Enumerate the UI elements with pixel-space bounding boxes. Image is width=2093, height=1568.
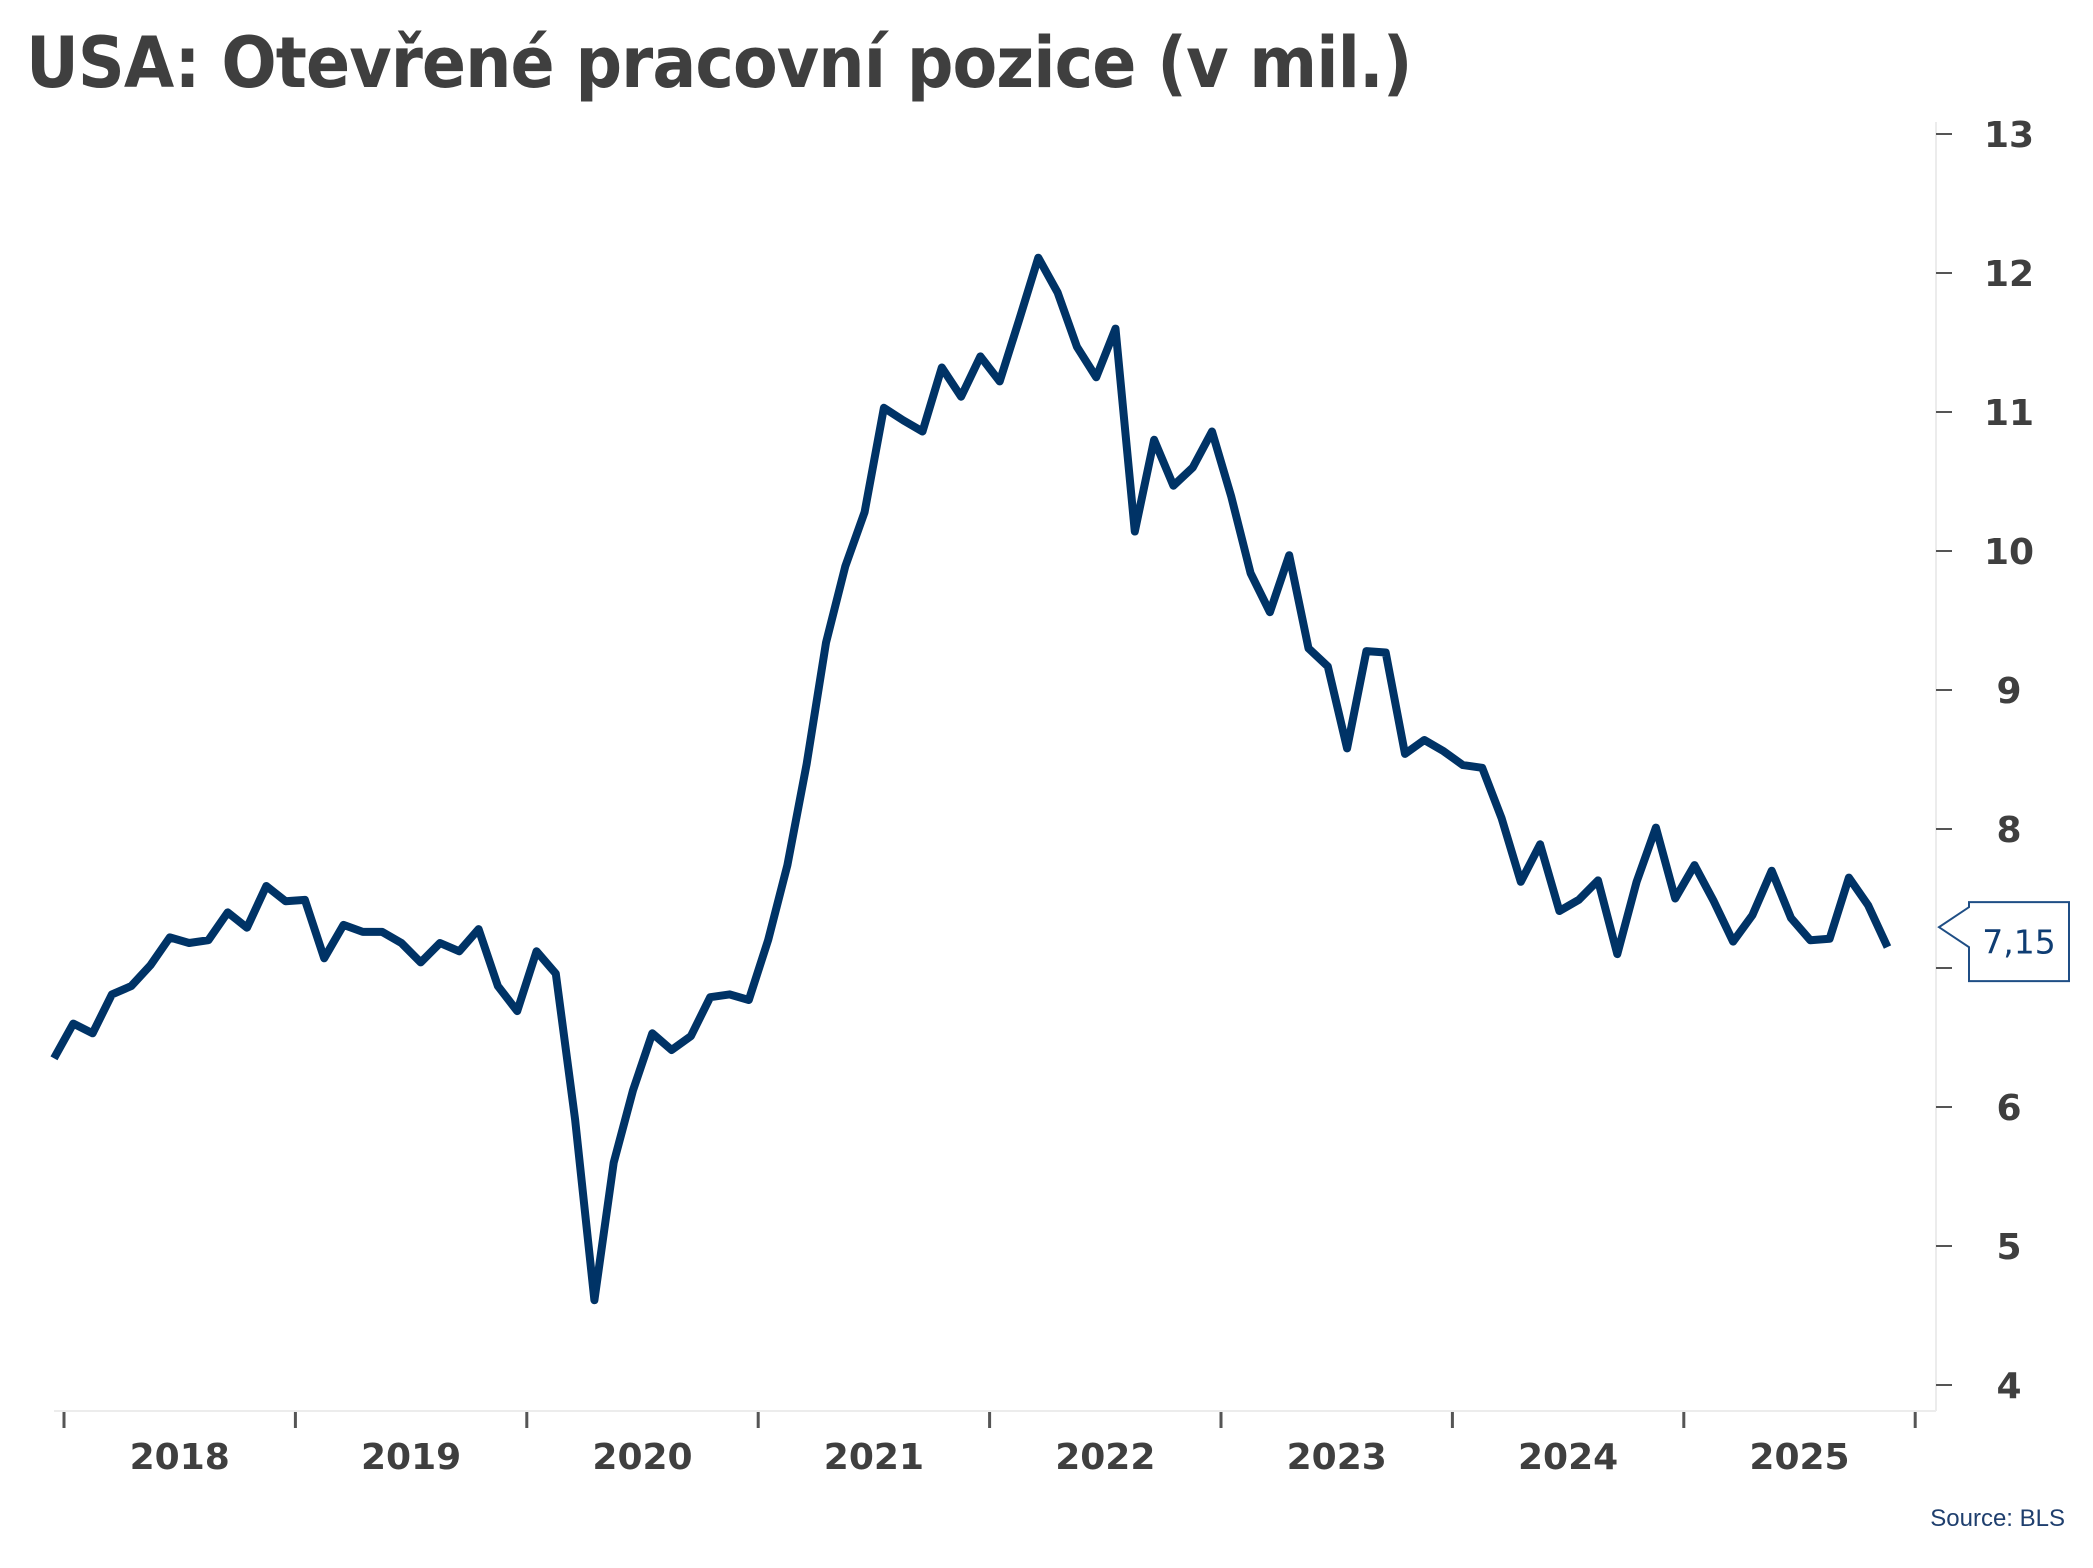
x-tick-label: 2020 (592, 1437, 692, 1478)
x-tick-label: 2023 (1287, 1437, 1387, 1478)
y-tick-label: 5 (1996, 1227, 2021, 1268)
data-line (50, 253, 1892, 1305)
x-tick-label: 2024 (1518, 1437, 1618, 1478)
x-tick-label: 2018 (130, 1437, 230, 1478)
x-axis: 2018 2019 2020 2021 2022 2023 2024 2025 (62, 1412, 1917, 1478)
last-value-label: 7,15 (1982, 923, 2055, 962)
y-axis: 13121110987654 (1936, 115, 2034, 1407)
source-note: Source: BLS (1930, 1505, 2065, 1532)
y-tick-label: 10 (1984, 532, 2034, 573)
y-tick-label: 8 (1996, 810, 2021, 851)
y-tick-label: 6 (1996, 1088, 2021, 1129)
x-tick-label: 2019 (361, 1437, 461, 1478)
x-tick-label: 2025 (1749, 1437, 1849, 1478)
callout-box (1937, 901, 2070, 983)
y-tick-label: 12 (1984, 254, 2034, 295)
x-tick-label: 2022 (1055, 1437, 1155, 1478)
x-tick-label: 2021 (824, 1437, 924, 1478)
plot-area (54, 122, 1937, 1412)
y-tick-label: 4 (1996, 1366, 2021, 1407)
y-tick-label: 9 (1996, 671, 2021, 712)
y-tick-label: 13 (1984, 115, 2034, 156)
last-value-callout: 7,15 (1937, 901, 2070, 983)
y-tick-label: 11 (1984, 393, 2034, 434)
chart-title: USA: Otevřené pracovní pozice (v mil.) (26, 22, 1413, 104)
